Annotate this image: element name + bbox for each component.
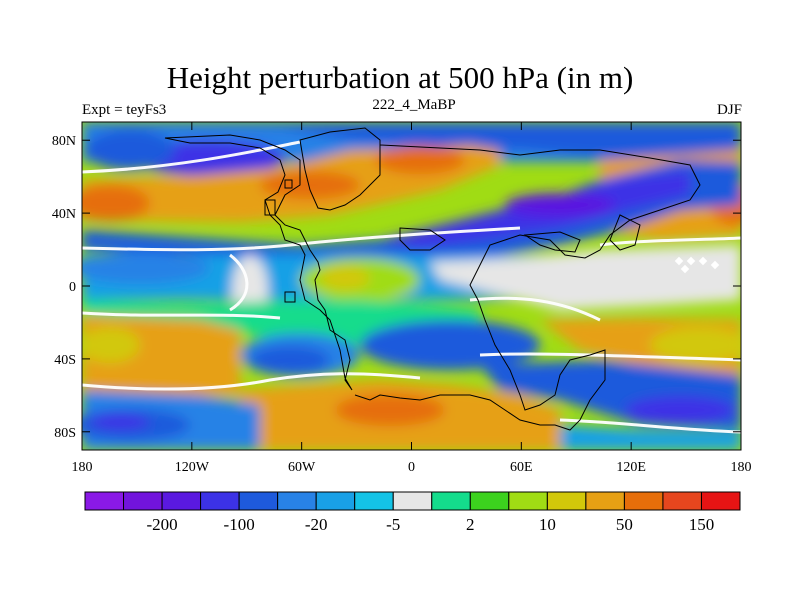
colorbar-swatch (84, 491, 125, 511)
colorbar-swatch (662, 491, 702, 511)
height-field (82, 122, 741, 450)
lat-tick-label: 80S (54, 426, 76, 441)
subtitle-right: DJF (716, 102, 742, 118)
lon-tick-label: 120W (175, 460, 210, 475)
lat-tick-label: 80N (52, 134, 76, 149)
plot-title: Height perturbation at 500 hPa (in m) (166, 60, 634, 95)
colorbar-label: -5 (386, 515, 400, 534)
colorbar-labels: -200 -100 -20 -5 2 10 50 150 (146, 515, 714, 534)
subtitle-center: 222_4_MaBP (372, 97, 456, 113)
colorbar-swatch (200, 491, 240, 511)
lon-tick-label: 60E (510, 460, 533, 475)
lon-tick-label: 120E (616, 460, 646, 475)
colorbar-label: 10 (539, 515, 556, 534)
lon-tick-label: 0 (408, 460, 415, 475)
colorbar-swatch (469, 491, 510, 511)
colorbar-swatch (277, 491, 317, 511)
colorbar-swatch (585, 491, 625, 511)
colorbar-swatch (623, 491, 664, 511)
speckle-marks (674, 256, 720, 274)
colorbar-label: -20 (305, 515, 328, 534)
lat-tick-label: 0 (69, 280, 76, 295)
colorbar-swatch (161, 491, 202, 511)
colorbar-swatch (123, 491, 163, 511)
axis-ticks (81, 122, 742, 450)
subtitle-left: Expt = teyFs3 (82, 102, 167, 118)
colorbar-label: 2 (466, 515, 475, 534)
lat-tick-label: 40N (52, 207, 76, 222)
axis-tick-labels: 80N 40N 0 40S 80S 180 120W 60W 0 60E 120E 180 (52, 134, 752, 475)
colorbar-label: -200 (146, 515, 177, 534)
colorbar-label: -100 (224, 515, 255, 534)
colorbar-swatch (238, 491, 279, 511)
colorbar-swatch (508, 491, 548, 511)
lat-tick-label: 40S (54, 353, 76, 368)
colorbar-label: 50 (616, 515, 633, 534)
colorbar-swatch (546, 491, 587, 511)
colorbar-swatch (431, 491, 471, 511)
colorbar-swatch (700, 491, 741, 511)
lon-tick-label: 60W (288, 460, 316, 475)
colorbar-swatch (392, 491, 433, 511)
colorbar-label: 150 (689, 515, 715, 534)
lon-tick-label: 180 (731, 460, 752, 475)
colorbar-swatch (354, 491, 394, 511)
colorbar (84, 491, 741, 511)
colorbar-swatch (315, 491, 356, 511)
lon-tick-label: 180 (72, 460, 93, 475)
